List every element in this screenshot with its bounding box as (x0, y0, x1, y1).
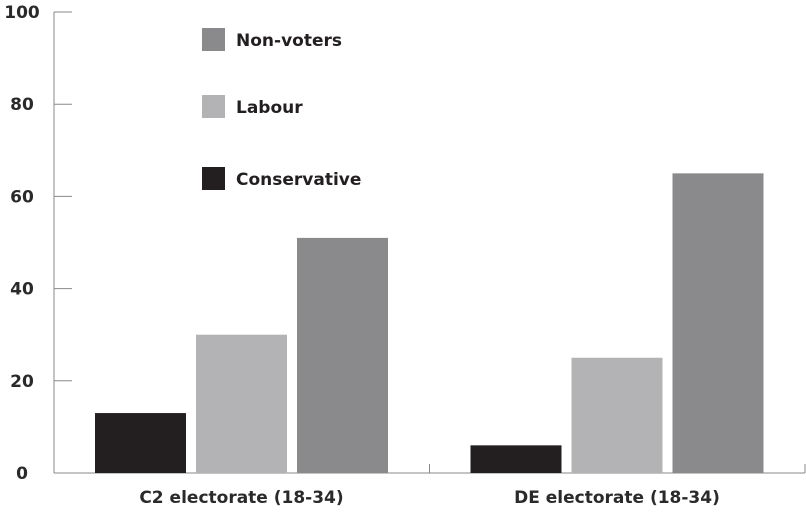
legend-swatch-conservative (202, 167, 225, 190)
legend: Non-voters Labour Conservative (202, 28, 361, 190)
bar-non-voters-2 (672, 173, 764, 473)
y-tick-label: 20 (10, 372, 34, 392)
x-category-label: C2 electorate (18-34) (139, 488, 343, 508)
bar-non-voters-1 (297, 237, 388, 473)
y-tick-label: 40 (10, 280, 34, 300)
y-tick-label: 80 (10, 95, 34, 115)
legend-swatch-non-voters (202, 28, 225, 51)
bar-conservative-1 (95, 413, 186, 473)
y-axis: 0 20 40 60 80 100 (4, 3, 72, 484)
x-category-label: DE electorate (18-34) (514, 488, 720, 508)
bar-labour-2 (571, 357, 663, 473)
legend-label-conservative: Conservative (236, 170, 361, 190)
legend-swatch-labour (202, 95, 225, 118)
bar-labour-1 (196, 334, 287, 473)
bars (95, 173, 764, 473)
legend-label-labour: Labour (236, 98, 303, 118)
y-tick-label: 60 (10, 187, 34, 207)
legend-label-non-voters: Non-voters (236, 31, 342, 51)
y-tick-label: 0 (16, 464, 28, 484)
bar-conservative-2 (470, 445, 562, 473)
y-tick-label: 100 (4, 3, 40, 23)
x-axis: C2 electorate (18-34) DE electorate (18-3… (54, 464, 806, 508)
